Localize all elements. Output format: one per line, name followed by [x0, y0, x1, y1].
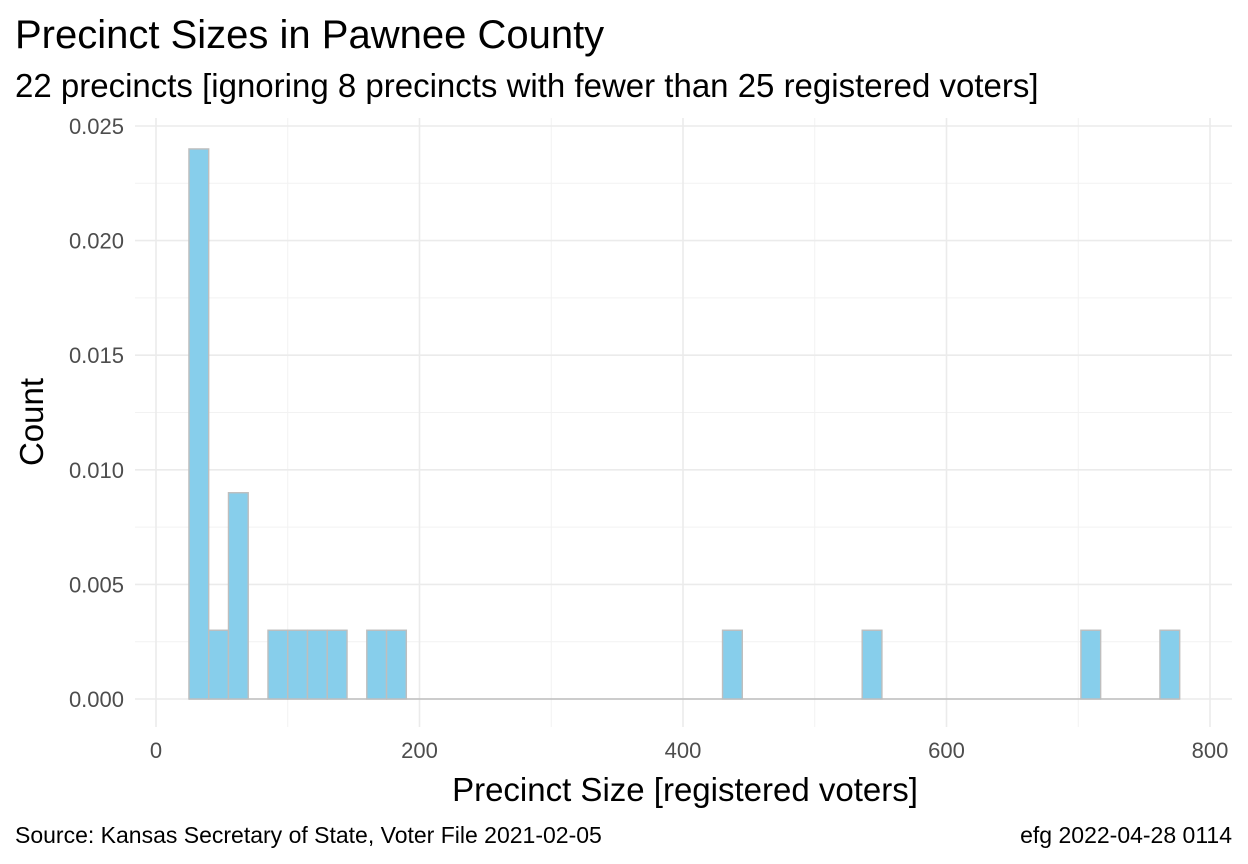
x-tick-label: 600	[928, 738, 965, 763]
histogram-bar	[366, 629, 388, 700]
histogram-bar	[385, 629, 408, 700]
y-tick-label: 0.025	[69, 114, 124, 139]
y-axis-title: Count	[13, 378, 50, 466]
y-tick-label: 0.005	[69, 572, 124, 597]
histogram-bars	[188, 148, 1181, 700]
histogram-bar	[207, 629, 230, 700]
x-tick-label: 400	[665, 738, 702, 763]
histogram-bar	[287, 629, 309, 700]
histogram-bar	[188, 148, 210, 700]
x-tick-label: 200	[401, 738, 438, 763]
y-tick-label: 0.000	[69, 687, 124, 712]
y-tick-label: 0.015	[69, 343, 124, 368]
y-tick-label: 0.020	[69, 229, 124, 254]
histogram-bar	[227, 492, 249, 700]
x-axis-tick-labels: 0 200 400 600 800	[150, 738, 1228, 763]
chart-subtitle: 22 precincts [ignoring 8 precincts with …	[15, 67, 1039, 104]
timestamp-caption: efg 2022-04-28 0114	[1020, 822, 1232, 848]
chart-title: Precinct Sizes in Pawnee County	[15, 13, 605, 57]
x-axis-title: Precinct Size [registered voters]	[452, 771, 918, 808]
histogram-bar	[1159, 629, 1181, 700]
x-tick-label: 800	[1192, 738, 1229, 763]
histogram-bar	[1080, 629, 1102, 700]
x-tick-label: 0	[150, 738, 162, 763]
y-axis-tick-labels: 0.000 0.005 0.010 0.015 0.020 0.025	[69, 114, 124, 712]
histogram-bar	[861, 629, 883, 700]
source-caption: Source: Kansas Secretary of State, Voter…	[15, 822, 602, 848]
histogram-bar	[267, 629, 289, 700]
y-tick-label: 0.010	[69, 458, 124, 483]
histogram-bar	[306, 629, 328, 700]
histogram-bar	[721, 629, 743, 700]
histogram-bar	[326, 629, 348, 700]
